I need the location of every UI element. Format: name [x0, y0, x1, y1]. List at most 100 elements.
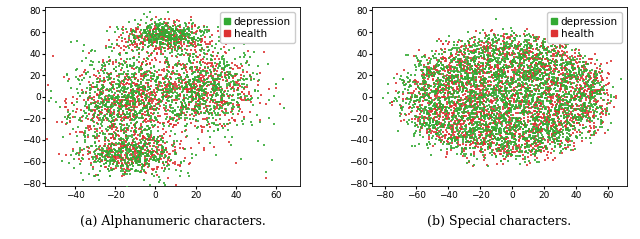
Point — [493, 136, 504, 140]
Point — [469, 60, 479, 63]
Point — [478, 49, 488, 53]
Point — [141, 159, 151, 163]
Point — [95, 75, 105, 78]
Point — [518, 105, 529, 109]
Point — [192, 78, 202, 82]
Point — [485, 44, 495, 48]
Point — [108, 158, 118, 162]
Point — [499, 117, 509, 120]
Point — [150, 94, 160, 98]
Point — [139, 71, 149, 75]
Point — [576, 92, 586, 96]
Point — [157, 37, 168, 40]
Point — [60, 99, 70, 103]
Point — [533, 143, 543, 147]
Point — [532, 53, 543, 57]
Point — [477, 90, 488, 94]
Point — [404, 107, 415, 110]
Point — [451, 96, 461, 100]
Point — [271, 82, 281, 86]
Point — [537, 57, 547, 61]
Point — [196, 43, 206, 47]
Point — [504, 65, 515, 69]
Point — [504, 110, 514, 114]
Point — [534, 148, 544, 152]
Point — [93, 93, 103, 97]
Point — [456, 102, 466, 106]
Point — [168, 24, 179, 28]
Point — [532, 77, 542, 81]
Point — [508, 60, 518, 64]
Point — [529, 87, 539, 91]
Point — [151, 37, 161, 41]
Point — [487, 109, 497, 113]
Point — [562, 101, 572, 104]
Point — [524, 93, 534, 97]
Point — [601, 109, 611, 113]
Point — [138, 178, 148, 182]
Point — [452, 127, 463, 131]
Point — [131, 27, 141, 30]
Point — [488, 84, 499, 88]
Point — [156, 52, 166, 56]
Point — [120, 61, 130, 65]
Point — [500, 126, 510, 130]
Point — [445, 127, 456, 131]
Point — [106, 132, 116, 136]
Point — [537, 71, 547, 75]
Point — [538, 76, 548, 80]
Point — [505, 99, 515, 103]
Point — [153, 102, 163, 106]
Point — [566, 93, 576, 97]
Point — [151, 139, 161, 143]
Point — [492, 138, 502, 142]
Point — [410, 80, 420, 84]
Point — [125, 111, 135, 114]
Point — [538, 77, 548, 81]
Point — [104, 97, 115, 101]
Point — [473, 41, 483, 45]
Point — [118, 89, 129, 93]
Point — [429, 97, 440, 101]
Point — [127, 92, 138, 96]
Point — [586, 93, 596, 97]
Point — [95, 164, 106, 168]
Point — [95, 102, 105, 106]
Point — [165, 86, 175, 89]
Point — [449, 91, 460, 95]
Point — [143, 101, 154, 105]
Point — [513, 94, 523, 98]
Point — [444, 132, 454, 136]
Point — [111, 95, 122, 98]
Point — [107, 155, 117, 159]
Point — [536, 125, 547, 129]
Point — [557, 81, 567, 84]
Point — [534, 130, 545, 134]
Point — [579, 102, 589, 106]
Point — [419, 65, 429, 69]
Point — [406, 73, 416, 77]
Point — [164, 35, 175, 39]
Point — [559, 46, 570, 50]
Point — [490, 115, 500, 119]
Point — [502, 41, 513, 44]
Point — [506, 85, 516, 89]
Point — [151, 118, 161, 122]
Point — [458, 85, 468, 89]
Point — [388, 76, 399, 80]
Point — [154, 143, 164, 147]
Point — [191, 97, 202, 101]
Point — [80, 68, 90, 72]
Point — [488, 120, 499, 123]
Point — [481, 125, 491, 128]
Point — [157, 37, 168, 40]
Point — [155, 23, 165, 27]
Point — [548, 113, 558, 117]
Point — [468, 83, 479, 87]
Point — [548, 81, 559, 85]
Point — [143, 152, 153, 156]
Point — [158, 97, 168, 101]
Point — [175, 142, 185, 146]
Point — [209, 80, 220, 83]
Point — [496, 54, 506, 57]
